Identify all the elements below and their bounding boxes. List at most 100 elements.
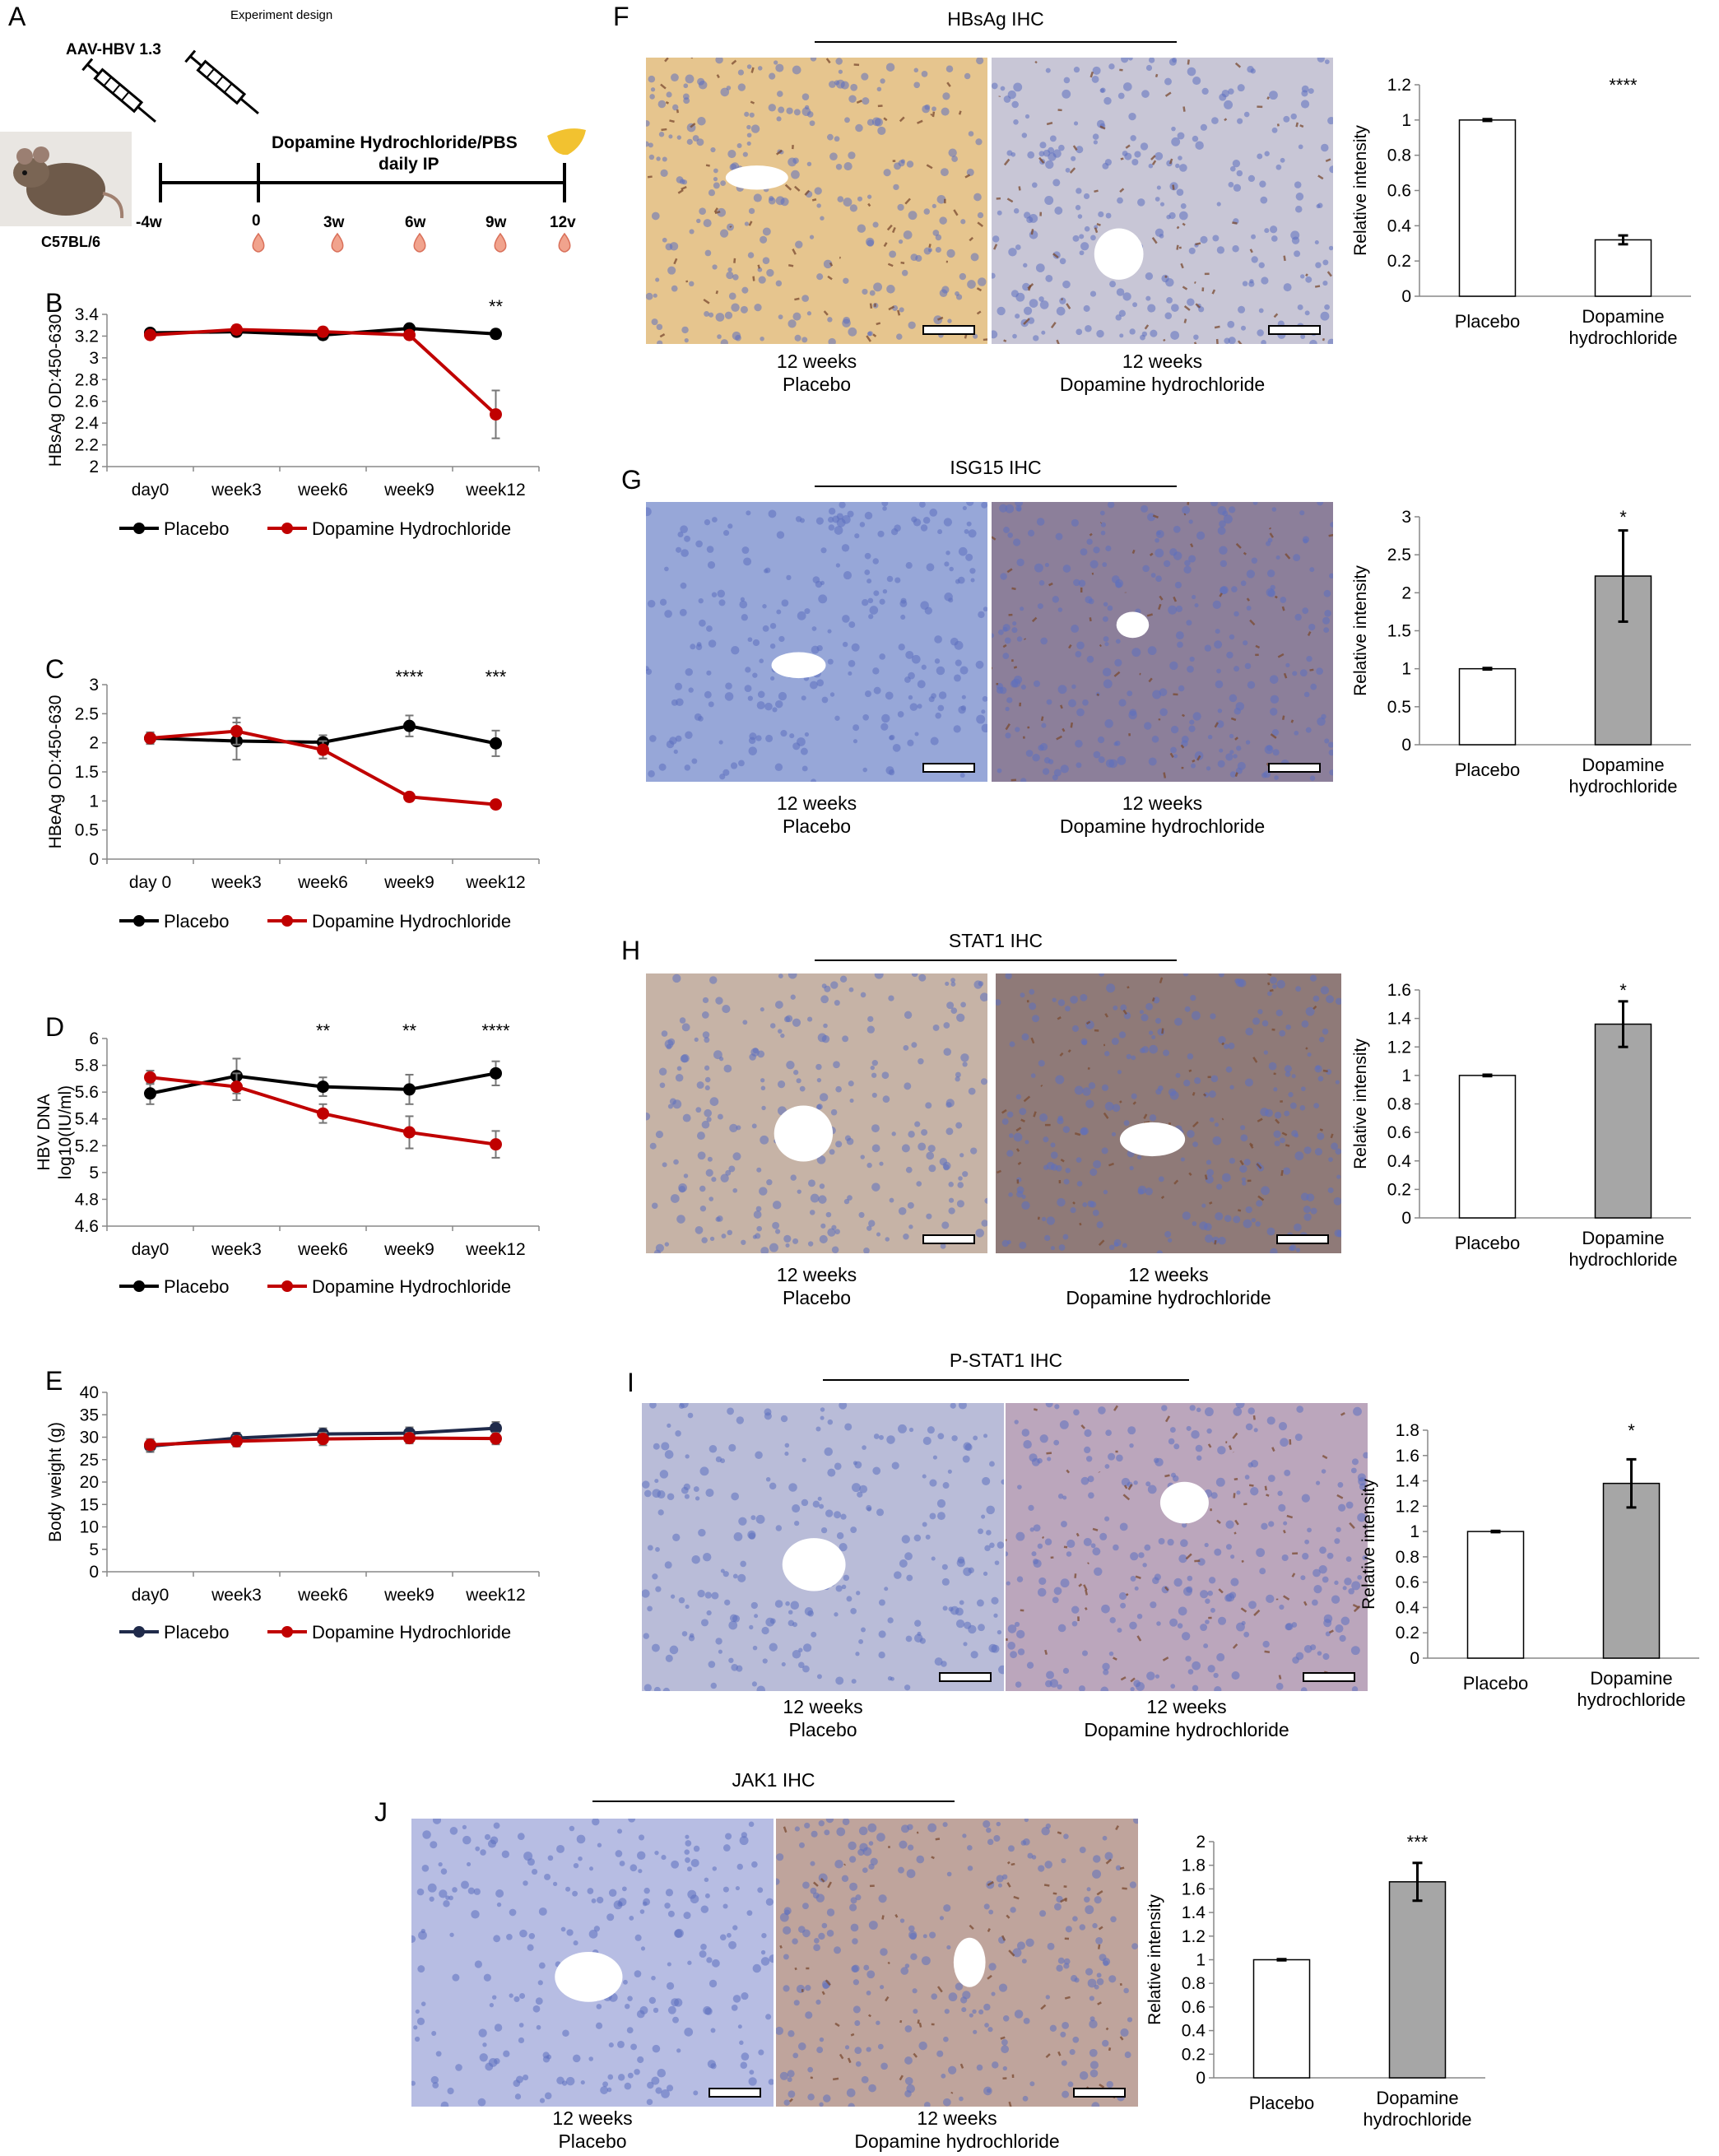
nucleus: [1320, 311, 1330, 321]
data-point: [490, 1422, 502, 1435]
nucleus: [1021, 1033, 1029, 1041]
nucleus: [1073, 1409, 1080, 1416]
nucleus: [873, 1433, 880, 1439]
nucleus: [939, 216, 947, 225]
nucleus: [1122, 151, 1128, 156]
nucleus: [756, 1685, 766, 1691]
stained-cell: [1011, 587, 1016, 591]
stained-cell: [1006, 568, 1013, 574]
nucleus: [1006, 1239, 1011, 1244]
nucleus: [978, 611, 985, 619]
nucleus: [1321, 143, 1329, 152]
scale-bar: [922, 1234, 975, 1244]
nucleus: [807, 2066, 814, 2073]
y-tick-label: 0.6: [1387, 1123, 1411, 1142]
nucleus: [851, 1679, 857, 1684]
nucleus: [1317, 717, 1326, 727]
nucleus: [1102, 1662, 1110, 1670]
nucleus: [1082, 1202, 1088, 1207]
nucleus: [1118, 1591, 1127, 1601]
nucleus: [784, 1909, 790, 1916]
significance-marker: **: [489, 296, 504, 317]
nucleus: [759, 658, 764, 663]
stained-cell: [1076, 1532, 1080, 1537]
nucleus: [1100, 530, 1106, 536]
nucleus: [881, 713, 890, 723]
nucleus: [1288, 1092, 1294, 1098]
nucleus: [986, 2088, 992, 2093]
nucleus: [968, 529, 977, 538]
nucleus: [909, 1932, 918, 1940]
nucleus: [1058, 144, 1065, 151]
stained-cell: [1237, 340, 1243, 344]
nucleus: [452, 1973, 460, 1982]
nucleus: [691, 1554, 700, 1564]
nucleus: [1317, 502, 1324, 506]
nucleus: [651, 2076, 660, 2085]
nucleus: [1283, 1521, 1288, 1526]
nucleus: [569, 1825, 575, 1832]
nucleus: [857, 224, 866, 233]
nucleus: [755, 1451, 763, 1460]
nucleus: [1091, 75, 1099, 83]
nucleus: [948, 1207, 955, 1215]
vessel-lumen: [1119, 1122, 1186, 1157]
stained-cell: [810, 2076, 814, 2079]
stained-cell: [1122, 1009, 1127, 1015]
nucleus: [736, 1863, 743, 1870]
nucleus: [1300, 274, 1305, 279]
stained-cell: [1020, 1118, 1025, 1122]
nucleus: [1029, 2081, 1035, 2087]
nucleus: [1093, 750, 1101, 759]
nucleus: [1228, 337, 1236, 344]
nucleus: [742, 1020, 748, 1025]
nucleus: [1211, 117, 1219, 124]
nucleus: [659, 1470, 669, 1479]
nucleus: [969, 2013, 973, 2018]
nucleus: [897, 203, 904, 211]
nucleus: [495, 1889, 504, 1898]
nucleus: [650, 87, 656, 92]
nucleus: [565, 2076, 575, 2086]
nucleus: [1044, 1861, 1052, 1869]
nucleus: [638, 1869, 643, 1874]
nucleus: [924, 104, 931, 110]
stained-cell: [1057, 2051, 1062, 2056]
nucleus: [1071, 156, 1076, 161]
nucleus: [1155, 228, 1164, 237]
stained-cell: [1314, 285, 1321, 288]
nucleus: [755, 1233, 761, 1239]
y-tick-label: 2: [1401, 583, 1411, 602]
nucleus: [1127, 690, 1133, 697]
nucleus: [1102, 2039, 1109, 2047]
nucleus: [991, 1991, 996, 1996]
caption-line: 12 weeks: [1122, 351, 1203, 372]
nucleus: [1015, 502, 1024, 507]
nucleus: [804, 105, 810, 110]
nucleus: [523, 2075, 529, 2081]
nucleus: [816, 679, 825, 687]
nucleus: [908, 695, 913, 700]
nucleus: [1215, 680, 1224, 689]
nucleus: [588, 1929, 598, 1939]
caption-line: 12 weeks: [776, 351, 857, 372]
y-axis-label: Relative intensity: [1145, 1894, 1164, 2025]
nucleus: [1084, 1896, 1090, 1903]
nucleus: [1012, 333, 1017, 339]
nucleus: [1128, 710, 1137, 720]
y-axis-label-line: log10(IU/ml): [56, 1085, 75, 1179]
nucleus: [787, 2077, 792, 2083]
nucleus: [1044, 563, 1049, 568]
nucleus: [853, 739, 858, 744]
stained-cell: [1164, 91, 1172, 97]
nucleus: [728, 1165, 736, 1173]
nucleus: [440, 1868, 448, 1875]
nucleus: [761, 1105, 766, 1111]
nucleus: [1061, 2060, 1067, 2066]
nucleus: [774, 1229, 781, 1234]
nucleus: [1317, 58, 1325, 63]
nucleus: [963, 1642, 968, 1647]
nucleus: [1309, 974, 1317, 982]
nucleus: [848, 659, 856, 667]
